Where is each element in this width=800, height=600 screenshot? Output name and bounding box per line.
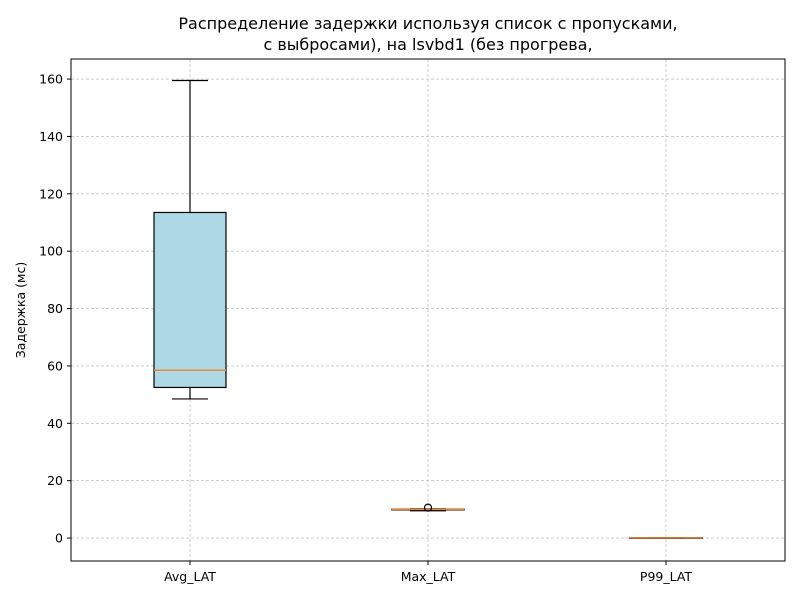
- y-tick-label: 120: [39, 186, 63, 201]
- boxes-layer: [153, 79, 703, 539]
- outlier-point: [423, 503, 433, 512]
- x-ticks: Avg_LAT Max_LAT P99_LAT: [164, 561, 692, 584]
- y-tick-label: 160: [39, 72, 63, 87]
- y-tick-label: 40: [47, 416, 63, 431]
- y-axis-label: Задержка (мс): [13, 262, 28, 358]
- x-tick-label: Max_LAT: [401, 569, 456, 584]
- chart-title-line-1: Распределение задержки используя список …: [178, 14, 677, 33]
- y-tick-label: 20: [47, 473, 63, 488]
- box-p99-lat: [629, 537, 703, 539]
- y-ticks: 0 20 40 60 80 100 120 140 160: [39, 72, 71, 546]
- y-tick-label: 60: [47, 358, 63, 373]
- y-tick-label: 0: [55, 531, 63, 546]
- y-tick-label: 140: [39, 129, 63, 144]
- box-max-lat: [391, 503, 465, 512]
- box-avg-lat: [153, 79, 227, 400]
- x-tick-label: P99_LAT: [640, 569, 693, 584]
- chart-title-line-2: с выбросами), на lsvbd1 (без прогрева,: [263, 35, 592, 54]
- y-tick-label: 80: [47, 301, 63, 316]
- x-tick-label: Avg_LAT: [164, 569, 216, 584]
- y-tick-label: 100: [39, 244, 63, 259]
- iqr-box: [153, 211, 227, 389]
